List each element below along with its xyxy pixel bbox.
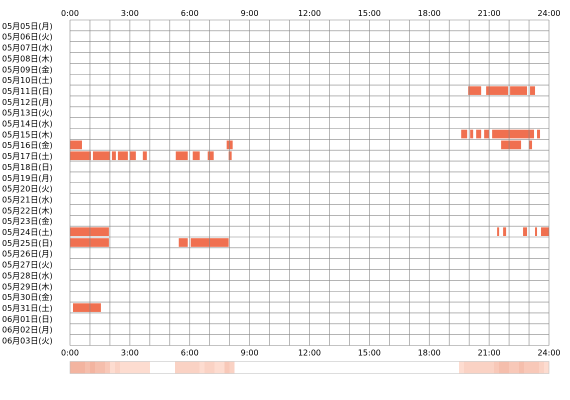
row-label: 05月22日(木) (2, 205, 53, 215)
x-tick-top: 15:00 (358, 9, 381, 18)
x-tick-top: 3:00 (121, 9, 139, 18)
sleep-bar (484, 129, 490, 139)
sleep-bar (70, 140, 82, 150)
x-tick-bottom: 9:00 (241, 349, 259, 358)
sleep-bar (129, 151, 136, 161)
sleep-bar (70, 227, 109, 236)
sleep-bar (530, 86, 536, 95)
row-label: 06月02日(月) (2, 326, 53, 335)
x-tick-top: 21:00 (478, 9, 501, 18)
x-tick-bottom: 24:00 (537, 349, 560, 358)
sleep-bar (476, 129, 482, 139)
sleep-bar (70, 151, 91, 161)
x-tick-top: 24:00 (537, 9, 560, 18)
x-tick-top: 0:00 (61, 9, 79, 18)
sleep-bar (72, 303, 101, 312)
x-tick-bottom: 15:00 (358, 349, 381, 358)
x-tick-bottom: 18:00 (418, 349, 441, 358)
sleep-bar (486, 86, 509, 95)
row-label: 05月19日(月) (2, 174, 53, 183)
row-label: 05月17日(土) (2, 151, 53, 161)
row-label: 05月30日(金) (2, 292, 53, 302)
sleep-bar (503, 227, 507, 236)
row-label: 05月26日(月) (2, 250, 53, 259)
sleep-bar (178, 238, 188, 247)
sleep-bar (192, 151, 200, 161)
sleep-bar (541, 227, 549, 236)
sleep-bar (470, 129, 474, 139)
row-label: 05月05日(月) (2, 22, 53, 31)
row-label: 05月29日(木) (2, 281, 53, 291)
sleep-bar (529, 140, 533, 150)
x-tick-top: 12:00 (298, 9, 321, 18)
sleep-bar (537, 129, 541, 139)
sleep-bar (468, 86, 482, 95)
row-label: 05月15日(木) (2, 129, 53, 139)
x-tick-bottom: 3:00 (121, 349, 139, 358)
sleep-bar (461, 129, 468, 139)
row-label: 05月06日(火) (2, 33, 53, 42)
row-label: 05月13日(火) (2, 109, 53, 118)
sleep-bar (492, 129, 535, 139)
row-label: 05月24日(土) (2, 227, 53, 237)
sleep-bar (92, 151, 110, 161)
date-labels: 05月05日(月) 05月06日(火)05月07日(水)05月08日(木)05月0… (2, 22, 53, 346)
row-label: 05月12日(月) (2, 98, 53, 107)
row-label: 05月08日(木) (2, 53, 53, 63)
x-tick-top: 9:00 (241, 9, 259, 18)
sleep-bar (111, 151, 116, 161)
row-label: 05月28日(水) (2, 270, 53, 280)
sleep-bar (535, 227, 538, 236)
x-tick-bottom: 0:00 (61, 349, 79, 358)
x-tick-top: 18:00 (418, 9, 441, 18)
x-tick-bottom: 12:00 (298, 349, 321, 358)
sleep-bar (228, 151, 232, 161)
sleep-bar (501, 140, 522, 150)
row-label: 05月31日(土) (2, 303, 53, 313)
row-label: 05月14日(水) (2, 119, 53, 129)
sleep-bar (70, 238, 109, 247)
row-label: 06月03日(火) (2, 337, 53, 346)
row-label: 05月10日(土) (2, 75, 53, 85)
sleep-bar (175, 151, 188, 161)
x-tick-top: 6:00 (181, 9, 199, 18)
row-label: 05月21日(水) (2, 194, 53, 204)
sleep-bar (142, 151, 147, 161)
row-label: 05月18日(日) (2, 163, 53, 172)
row-label: 06月01日(日) (2, 315, 53, 324)
sleep-bar (207, 151, 214, 161)
chart-grid (69, 19, 550, 346)
sleep-bar (510, 86, 528, 95)
sleep-bar (497, 227, 500, 236)
row-label: 05月27日(火) (2, 261, 53, 270)
row-label: 05月16日(金) (2, 140, 53, 150)
top-time-axis: 0:00 3:00 6:00 9:00 12:00 15:00 18:00 21:00 24:0… (61, 9, 561, 18)
x-tick-bottom: 6:00 (181, 349, 199, 358)
sleep-bar (117, 151, 128, 161)
bottom-time-axis: 0:00 3:00 6:00 9:00 12:00 15:00 18:00 21:00 24:0… (61, 349, 561, 358)
density-strip (69, 361, 550, 374)
row-label: 05月25日(日) (2, 239, 53, 248)
row-label: 05月23日(金) (2, 216, 53, 226)
row-label: 05月07日(水) (2, 43, 53, 53)
sleep-bar (523, 227, 528, 236)
row-label: 05月20日(火) (2, 185, 53, 194)
row-label: 05月11日(日) (2, 87, 53, 96)
row-label: 05月09日(金) (2, 64, 53, 74)
x-tick-bottom: 21:00 (478, 349, 501, 358)
